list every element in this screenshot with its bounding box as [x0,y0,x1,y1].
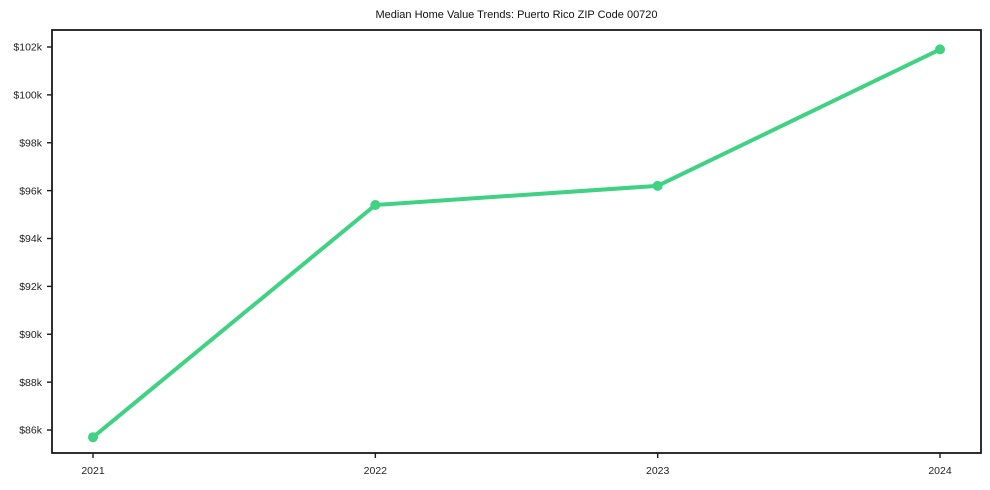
y-tick-label: $102k [13,42,42,54]
x-tick-label: 2021 [81,465,105,477]
y-tick-label: $100k [13,90,42,102]
x-tick-label: 2024 [928,465,952,477]
chart-title: Median Home Value Trends: Puerto Rico ZI… [375,9,658,21]
trend-line [91,47,942,440]
y-tick-label: $98k [19,137,43,149]
plot-border [51,29,982,454]
data-point-marker [935,44,945,55]
data-point-marker [652,180,663,191]
x-tick-label: 2022 [364,465,388,477]
y-tick-label: $86k [19,425,43,437]
data-point-marker [370,199,381,210]
y-tick-label: $96k [19,185,43,197]
y-tick-label: $92k [19,281,43,293]
y-tick-label: $94k [19,233,43,245]
x-tick-label: 2023 [646,465,670,477]
y-tick-label: $88k [19,377,43,389]
y-tick-label: $90k [19,329,43,341]
data-point-marker [88,432,98,443]
